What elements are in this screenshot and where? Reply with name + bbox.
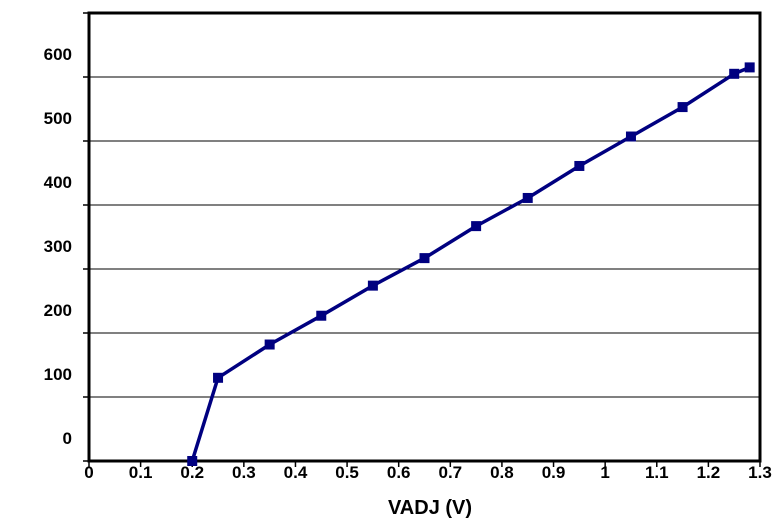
x-tick-label-10: 1 (600, 463, 609, 482)
x-tick-label-4: 0.4 (284, 463, 308, 482)
data-point-12 (744, 62, 755, 73)
data-point-5 (419, 253, 430, 264)
x-tick-label-12: 1.2 (697, 463, 721, 482)
x-tick-label-3: 0.3 (232, 463, 256, 482)
x-tick-label-7: 0.7 (438, 463, 462, 482)
y-tick-label-0: 0 (63, 429, 72, 448)
x-tick-label-13: 1.3 (748, 463, 772, 482)
data-point-11 (729, 68, 740, 79)
x-tick-label-9: 0.9 (542, 463, 566, 482)
data-point-0 (187, 456, 198, 466)
y-tick-label-3: 300 (44, 237, 72, 256)
series-layer (187, 62, 755, 466)
series-line-0 (190, 65, 751, 462)
gridlines (89, 76, 760, 398)
y-tick-label-1: 100 (44, 365, 72, 384)
x-tick-label-8: 0.8 (490, 463, 514, 482)
x-tick-label-0: 0 (84, 463, 93, 482)
x-tick-label-1: 0.1 (129, 463, 153, 482)
plot-frame (87, 11, 762, 463)
y-tick-label-5: 500 (44, 109, 72, 128)
x-tick-label-5: 0.5 (335, 463, 359, 482)
data-point-8 (574, 160, 585, 171)
y-tick-label-2: 200 (44, 301, 72, 320)
data-point-2 (264, 339, 275, 350)
data-point-4 (367, 280, 378, 291)
x-tick-label-2: 0.2 (180, 463, 204, 482)
data-point-7 (522, 192, 533, 203)
x-tick-label-6: 0.6 (387, 463, 411, 482)
x-axis-label: VADJ (V) (388, 497, 472, 519)
data-point-10 (677, 102, 688, 113)
x-axis-ticks: 0 0.1 0.2 0.3 0.4 0.5 0.6 0.7 0.8 0.9 1 1.1 1.2 1.3 (84, 461, 772, 482)
data-point-1 (213, 372, 224, 383)
y-axis-ticks: 0100200300400500600700 (44, 12, 89, 462)
y-tick-label-6: 600 (44, 45, 72, 64)
x-tick-label-11: 1.1 (645, 463, 669, 482)
data-point-6 (471, 221, 482, 232)
data-point-3 (316, 310, 327, 321)
data-point-9 (625, 131, 636, 142)
y-tick-label-4: 400 (44, 173, 72, 192)
